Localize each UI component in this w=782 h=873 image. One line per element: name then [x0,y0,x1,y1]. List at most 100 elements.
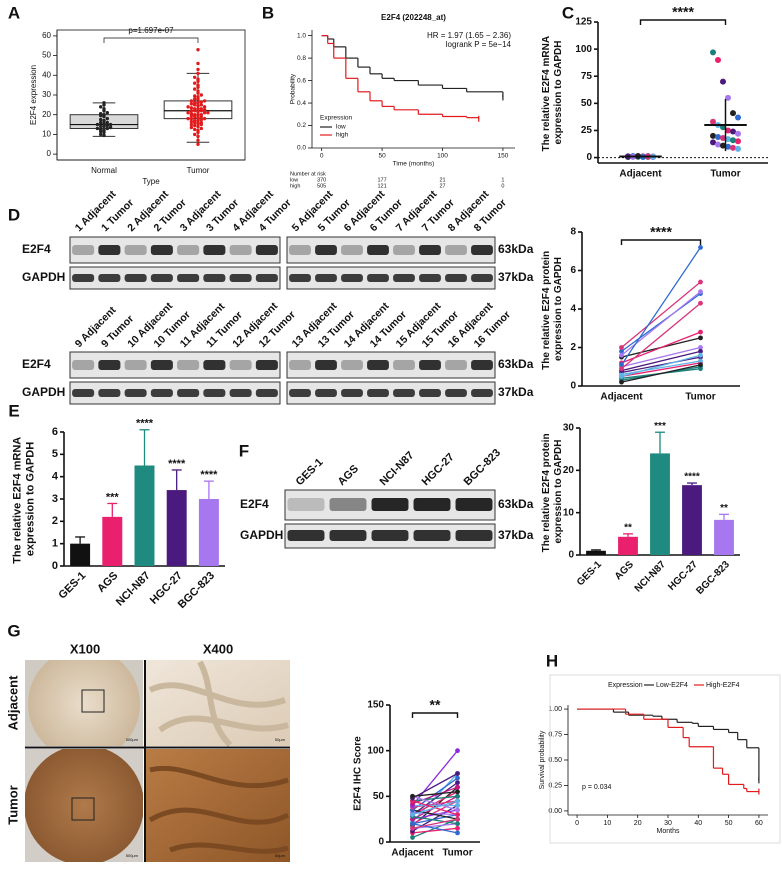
blot-band [203,360,226,370]
pair-line [412,823,458,834]
data-point [102,101,106,105]
panel-label: H [546,651,558,670]
blot-band [150,360,173,370]
panel-label: A [8,3,20,22]
zoom-box [81,689,105,713]
y-tick-label: 30 [42,90,51,99]
data-point [199,107,203,111]
risk-count: 505 [317,183,326,189]
x-tick-label: 0 [575,820,579,827]
y-tick-label: 150 [367,700,384,711]
pair-line [412,813,458,825]
panel-label: C [562,3,574,22]
y-tick-label: 2 [570,342,576,353]
data-point [698,348,703,354]
blot-band [229,245,252,255]
data-point [698,245,703,250]
blot-band [367,360,389,370]
data-point [725,94,731,101]
data-point [196,142,200,146]
y-tick-label: 0 [378,837,384,848]
pair-line [621,356,701,374]
blot-band [72,389,95,397]
y-axis-label: Probability [290,73,297,104]
risk-count: 121 [377,183,386,189]
blot-band [229,360,252,370]
data-point [455,793,460,799]
protein-label: E2F4 [240,497,269,511]
blot-band [367,274,389,282]
data-point [698,329,703,335]
data-point [196,112,200,117]
x-axis-label: Type [142,177,160,186]
blot-band [341,274,363,282]
blot-band [124,245,147,255]
risk-count: 370 [317,177,326,183]
y-tick-label: 40 [42,70,51,79]
size-label: 37kDa [498,385,534,399]
blot-band [393,389,415,397]
protein-label: E2F4 [22,242,51,256]
y-tick-label: 1.0 [297,32,306,39]
blot-band [229,274,252,282]
blot-band [177,360,200,370]
risk-row-label: high [290,183,300,189]
data-point [102,107,106,111]
significance-bracket [411,712,459,718]
blot-membrane [286,381,496,405]
data-point [189,116,194,121]
data-point [710,118,716,125]
pair-line [411,750,459,806]
data-point [193,75,197,79]
y-axis-label: The relative E2F4 protein expression to … [541,248,564,370]
significance-label: p=1.697e-07 [128,26,174,35]
data-point [193,118,197,123]
y-tick-label: 0 [52,560,58,572]
legend-label: Low-E2F4 [656,682,688,689]
panel-label: B [262,3,274,22]
data-point [108,122,113,127]
data-point [199,126,203,131]
y-axis-label: The relative E2F4 protein expression to … [541,431,564,553]
data-point [99,120,103,125]
data-point [196,121,200,126]
data-point [99,132,103,137]
y-tick-label: 4 [52,471,59,483]
x-tick-label: 20 [634,820,642,827]
data-point [199,100,203,104]
bar [198,499,219,566]
data-point [202,111,207,115]
pair-line [621,354,701,378]
column-label: X100 [70,641,100,656]
chart-title: E2F4 (202248_at) [381,13,446,22]
blot-band [471,245,493,255]
pair-line [621,293,701,352]
scale-bar-label: 500µm [126,853,139,858]
protein-label: GAPDH [22,270,65,284]
data-point [206,111,210,115]
legend-title: Expression [320,115,353,122]
blot-band [315,274,337,282]
blot-band [419,360,441,370]
x-axis-label: Time (months) [393,161,435,168]
blot-band [393,360,415,370]
data-point [196,115,200,120]
pair-line [412,786,458,805]
data-point [202,99,207,103]
data-point [619,366,624,372]
blot-band [445,360,467,370]
data-point [196,47,200,52]
blot-band [203,245,226,255]
scale-bar-label: 50µm [275,853,286,858]
data-point [455,748,460,754]
pair-line [412,800,458,816]
blot-band [289,389,311,397]
blot-band [371,530,409,541]
significance-bracket [620,239,702,245]
bar [682,485,702,555]
data-point [193,123,197,128]
bar [102,516,123,566]
data-point [199,117,203,122]
y-tick-label: 25 [581,125,593,136]
y-tick-label: 10 [563,507,575,518]
